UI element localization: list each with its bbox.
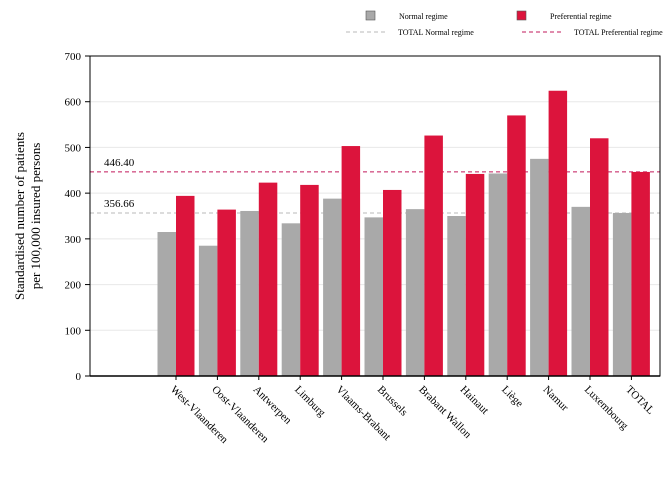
legend-line-label-0: TOTAL Normal regime xyxy=(398,28,474,37)
bar-normal-10 xyxy=(571,206,590,376)
x-tick-labels: West-VlaanderenOost-VlaanderenAntwerpenL… xyxy=(168,376,657,446)
legend-swatch-0 xyxy=(365,10,376,21)
bar-preferential-0 xyxy=(176,195,195,376)
bar-preferential-1 xyxy=(217,209,236,376)
y-axis-title: Standardised number of patients per 100,0… xyxy=(12,132,43,300)
bar-preferential-11 xyxy=(631,171,650,376)
y-tick-label-1: 100 xyxy=(65,325,82,337)
y-tick-label-5: 500 xyxy=(65,142,82,154)
bar-preferential-5 xyxy=(383,189,402,376)
x-tick-label-8: Liège xyxy=(499,384,525,410)
bar-preferential-3 xyxy=(300,184,319,376)
bar-normal-5 xyxy=(364,217,383,376)
x-tick-label-2: Antwerpen xyxy=(251,384,294,427)
axes xyxy=(89,55,661,377)
y-tick-label-6: 600 xyxy=(65,97,82,109)
y-tick-label-0: 0 xyxy=(76,371,82,383)
x-tick-label-5: Brussels xyxy=(375,384,410,419)
legend-swatch-1 xyxy=(516,10,527,21)
bar-normal-0 xyxy=(157,232,176,376)
bar-normal-4 xyxy=(323,198,342,376)
bar-preferential-10 xyxy=(590,138,609,376)
bar-normal-7 xyxy=(447,216,466,376)
bar-normal-8 xyxy=(488,173,508,376)
y-tick-label-3: 300 xyxy=(65,234,82,246)
bar-normal-3 xyxy=(281,223,301,376)
bar-preferential-7 xyxy=(465,173,485,376)
bar-normal-6 xyxy=(405,209,425,376)
reference-lines: 356.66 446.40 xyxy=(90,157,660,214)
bar-preferential-2 xyxy=(258,182,278,376)
y-ticks: 0 100 200 300 400 500 600 700 xyxy=(65,51,90,383)
reference-line-label-0: 356.66 xyxy=(104,198,135,210)
x-tick-label-3: Limburg xyxy=(292,384,328,420)
bar-preferential-6 xyxy=(424,135,443,376)
y-tick-label-4: 400 xyxy=(65,188,82,200)
reference-line-label-1: 446.40 xyxy=(104,157,135,169)
legend-label-0: Normal regime xyxy=(399,12,448,21)
bar-normal-9 xyxy=(530,158,549,376)
bar-preferential-9 xyxy=(548,90,568,376)
y-tick-label-7: 700 xyxy=(65,51,82,63)
bar-normal-11 xyxy=(612,212,632,376)
legend: Normal regime Preferential regime TOTAL No… xyxy=(346,10,663,37)
y-axis-title-line-0: Standardised number of patients xyxy=(12,132,27,300)
x-tick-label-7: Hainaut xyxy=(458,384,491,417)
bar-preferential-4 xyxy=(341,146,361,376)
y-tick-label-2: 200 xyxy=(65,280,82,292)
legend-line-label-1: TOTAL Preferential regime xyxy=(574,28,663,37)
y-axis-title-line-1: per 100,000 insured persons xyxy=(28,143,43,290)
x-tick-label-9: Namur xyxy=(540,384,570,414)
bar-normal-2 xyxy=(240,210,259,376)
bar-normal-1 xyxy=(198,245,218,376)
bars xyxy=(157,90,650,376)
x-tick-label-11: TOTAL xyxy=(623,384,656,417)
legend-label-1: Preferential regime xyxy=(550,12,612,21)
bar-preferential-8 xyxy=(507,115,526,376)
